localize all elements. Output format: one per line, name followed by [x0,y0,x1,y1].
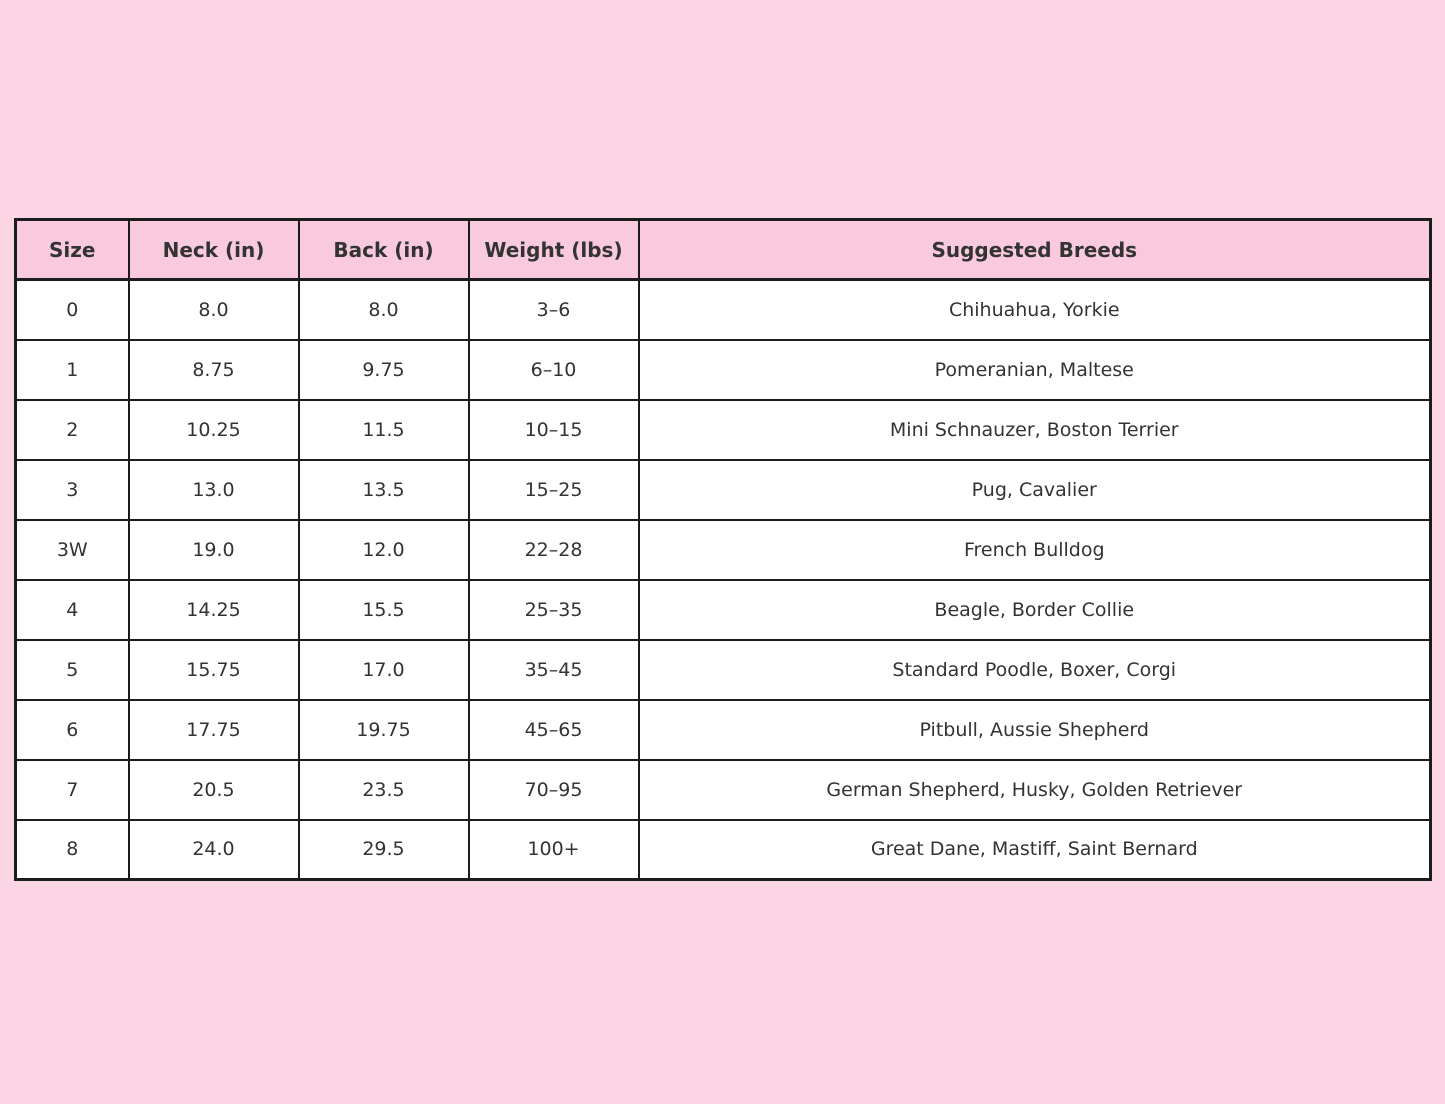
table-row: 2 10.25 11.5 10–15 Mini Schnauzer, Boston Te… [14,398,1432,461]
column-header-breeds: Suggested Breeds [637,218,1432,281]
table-row: 5 15.75 17.0 35–45 Standard Poodle, Boxer, C… [14,638,1432,701]
breeds-cell: Beagle, Border Collie [637,578,1432,641]
breeds-cell: French Bulldog [637,518,1432,581]
back-cell: 19.75 [297,698,470,761]
column-header-weight: Weight (lbs) [467,218,640,281]
size-cell: 7 [14,758,130,821]
size-cell: 1 [14,338,130,401]
weight-cell: 100+ [467,818,640,881]
back-cell: 12.0 [297,518,470,581]
size-chart-table: Size Neck (in) Back (in) Weight (lbs) Su… [14,218,1432,881]
breeds-cell: Mini Schnauzer, Boston Terrier [637,398,1432,461]
neck-cell: 15.75 [127,638,300,701]
column-header-neck: Neck (in) [127,218,300,281]
size-cell: 0 [14,278,130,341]
table-row: 1 8.75 9.75 6–10 Pomeranian, Maltese [14,338,1432,401]
neck-cell: 8.0 [127,278,300,341]
column-header-back: Back (in) [297,218,470,281]
back-cell: 9.75 [297,338,470,401]
column-header-size: Size [14,218,130,281]
back-cell: 13.5 [297,458,470,521]
breeds-cell: Pomeranian, Maltese [637,338,1432,401]
breeds-cell: German Shepherd, Husky, Golden Retriever [637,758,1432,821]
neck-cell: 20.5 [127,758,300,821]
breeds-cell: Pitbull, Aussie Shepherd [637,698,1432,761]
weight-cell: 6–10 [467,338,640,401]
neck-cell: 24.0 [127,818,300,881]
breeds-cell: Pug, Cavalier [637,458,1432,521]
back-cell: 8.0 [297,278,470,341]
neck-cell: 10.25 [127,398,300,461]
breeds-cell: Chihuahua, Yorkie [637,278,1432,341]
size-cell: 3 [14,458,130,521]
table-row: 3W 19.0 12.0 22–28 French Bulldog [14,518,1432,581]
back-cell: 29.5 [297,818,470,881]
neck-cell: 13.0 [127,458,300,521]
back-cell: 15.5 [297,578,470,641]
table-row: 4 14.25 15.5 25–35 Beagle, Border Collie [14,578,1432,641]
size-cell: 5 [14,638,130,701]
neck-cell: 14.25 [127,578,300,641]
weight-cell: 45–65 [467,698,640,761]
weight-cell: 10–15 [467,398,640,461]
weight-cell: 70–95 [467,758,640,821]
weight-cell: 25–35 [467,578,640,641]
header-row: Size Neck (in) Back (in) Weight (lbs) Su… [14,218,1432,281]
size-cell: 3W [14,518,130,581]
weight-cell: 15–25 [467,458,640,521]
breeds-cell: Great Dane, Mastiff, Saint Bernard [637,818,1432,881]
neck-cell: 19.0 [127,518,300,581]
size-cell: 4 [14,578,130,641]
table-row: 3 13.0 13.5 15–25 Pug, Cavalier [14,458,1432,521]
table-row: 0 8.0 8.0 3–6 Chihuahua, Yorkie [14,278,1432,341]
table-row: 8 24.0 29.5 100+ Great Dane, Mastiff, Saint … [14,818,1432,881]
table-body: 0 8.0 8.0 3–6 Chihuahua, Yorkie 1 8.75 9.75 6–10… [14,278,1432,881]
back-cell: 11.5 [297,398,470,461]
table-row: 7 20.5 23.5 70–95 German Shepherd, Husky, Go… [14,758,1432,821]
size-cell: 2 [14,398,130,461]
size-cell: 8 [14,818,130,881]
breeds-cell: Standard Poodle, Boxer, Corgi [637,638,1432,701]
back-cell: 17.0 [297,638,470,701]
weight-cell: 22–28 [467,518,640,581]
table-row: 6 17.75 19.75 45–65 Pitbull, Aussie Shepherd [14,698,1432,761]
back-cell: 23.5 [297,758,470,821]
neck-cell: 8.75 [127,338,300,401]
weight-cell: 3–6 [467,278,640,341]
neck-cell: 17.75 [127,698,300,761]
size-cell: 6 [14,698,130,761]
weight-cell: 35–45 [467,638,640,701]
